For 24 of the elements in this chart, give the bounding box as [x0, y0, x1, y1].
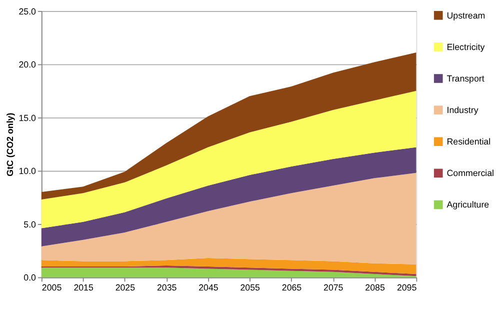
- legend-label: Transport: [446, 73, 485, 84]
- y-tick-label: 25.0: [18, 6, 36, 16]
- x-tick-label: 2095: [396, 282, 417, 293]
- x-tick-label: 2085: [365, 282, 385, 293]
- x-tick-label: 2075: [324, 282, 344, 293]
- y-tick-label: 15.0: [18, 112, 36, 123]
- y-tick-label: 20.0: [18, 60, 36, 70]
- x-tick-label: 2055: [240, 282, 260, 293]
- x-tick-label: 2065: [282, 282, 302, 293]
- legend-label: Commercial: [446, 168, 494, 178]
- x-tick-label: 2025: [115, 282, 136, 293]
- y-axis-title: GtC (CO2 only): [4, 112, 15, 176]
- y-tick-label: 10.0: [18, 166, 36, 176]
- y-tick-label: 0.0: [24, 272, 36, 283]
- legend-label: Electricity: [446, 42, 486, 52]
- x-tick-label: 2045: [198, 282, 218, 293]
- legend-label: Upstream: [446, 10, 486, 20]
- x-tick-label: 2015: [74, 282, 94, 293]
- x-tick-label: 2035: [156, 282, 177, 293]
- legend-label: Residential: [446, 136, 491, 147]
- legend-label: Industry: [446, 105, 479, 116]
- y-tick-label: 5.0: [24, 219, 36, 230]
- x-tick-label: 2005: [42, 282, 62, 293]
- legend-label: Agriculture: [446, 200, 490, 210]
